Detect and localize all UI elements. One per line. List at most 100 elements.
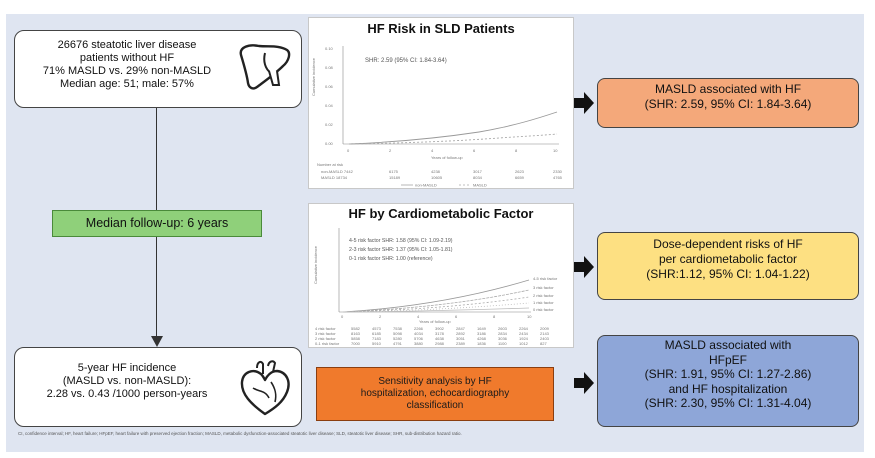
risk-cell: 1100 [498, 341, 507, 346]
risk-cell: 6659 [515, 175, 525, 180]
risk-table: 4 risk factor 5582 4573 7538 2266 3902 2847 164… [315, 326, 550, 346]
result-line: (SHR: 1.91, 95% CI: 1.27-2.86) [644, 367, 812, 381]
risk-cell: 1924 [519, 336, 529, 341]
risk-cell: 4034 [414, 331, 424, 336]
risk-cell: 4791 [393, 341, 403, 346]
risk-cell: 4765 [553, 175, 563, 180]
risk-cell: 1649 [477, 326, 487, 331]
result-line: MASLD associated with [664, 338, 792, 352]
shr-annotation: 0-1 risk factor SHR: 1.00 (reference) [349, 256, 433, 262]
y-axis-label: Cumulative incidence [311, 57, 316, 96]
risk-cell: 2389 [456, 341, 466, 346]
result-hfpef-box: MASLD associated with HFpEF (SHR: 1.91, … [597, 335, 859, 427]
sensitivity-line: Sensitivity analysis by HF [378, 376, 492, 387]
risk-row-label: MASLD 18734 [321, 175, 348, 180]
risk-cell: 3051 [456, 336, 466, 341]
x-tick-label: 2 [379, 314, 382, 319]
sensitivity-analysis-box: Sensitivity analysis by HF hospitalizati… [316, 367, 554, 421]
y-tick-label: 0.08 [325, 65, 334, 70]
risk-cell: 2623 [515, 169, 525, 174]
y-tick-label: 0.10 [325, 46, 334, 51]
result-dose-dependent-box: Dose-dependent risks of HF per cardiomet… [597, 232, 859, 300]
risk-cell: 3186 [477, 331, 487, 336]
result-line: MASLD associated with HF [654, 82, 802, 96]
risk-cell: 2009 [540, 326, 550, 331]
risk-cell: 2403 [540, 336, 550, 341]
risk-curve-0 [342, 307, 530, 313]
risk-cell: 2834 [498, 331, 508, 336]
risk-cell: 7538 [393, 326, 403, 331]
risk-cell: 2266 [414, 326, 424, 331]
x-tick-label: 0 [341, 314, 344, 319]
risk-cell: 8034 [473, 175, 483, 180]
y-tick-label: 0.02 [325, 122, 334, 127]
followup-box: Median follow-up: 6 years [52, 210, 262, 237]
risk-cell: 3902 [435, 326, 445, 331]
hf-risk-plot: Cumulative incidence 0.10 0.08 0.06 0.04… [311, 46, 563, 188]
result-line: (SHR: 2.59, 95% CI: 1.84-3.64) [644, 97, 812, 111]
risk-curve-2 [342, 296, 530, 313]
risk-cell: 8163 [351, 331, 361, 336]
footnote: CI, confidence interval; HF, heart failu… [18, 431, 462, 436]
risk-cell: 2264 [519, 326, 529, 331]
hf-risk-chart: HF Risk in SLD Patients Cumulative incid… [308, 17, 574, 189]
x-tick-labels: 0 2 4 6 8 10 [341, 314, 532, 319]
cohort-box: 26676 steatotic liver disease patients w… [14, 30, 302, 108]
x-tick-label: 6 [455, 314, 458, 319]
x-axis-label: Years of follow-up [419, 319, 451, 324]
result-masld-hf-box: MASLD associated with HF (SHR: 2.59, 95%… [597, 78, 859, 128]
risk-cell: 3178 [435, 331, 445, 336]
risk-cell: 5706 [414, 336, 424, 341]
legend-label: non-MASLD [415, 183, 437, 188]
risk-cell: 2603 [498, 326, 508, 331]
y-tick-label: 0.04 [325, 103, 334, 108]
x-axis-label: Years of follow-up [431, 155, 463, 160]
risk-cell: 3036 [498, 336, 508, 341]
y-tick-label: 0.00 [325, 141, 334, 146]
risk-table-header: Number at risk [317, 162, 343, 167]
x-tick-label: 10 [553, 148, 558, 153]
masld-curve [348, 111, 558, 145]
risk-cell: 15189 [389, 175, 401, 180]
result-arrow [574, 372, 594, 394]
series-label: 4-5 risk factor [533, 276, 558, 281]
risk-cell: 4638 [435, 336, 445, 341]
cardiometabolic-plot: Cumulative incidence 4-5 risk factor SHR… [313, 228, 558, 346]
risk-cell: 4268 [477, 336, 487, 341]
risk-cell: 2847 [456, 326, 466, 331]
risk-row-label: non-MASLD 7442 [321, 169, 354, 174]
result-arrow [574, 92, 594, 114]
risk-curve-4-5 [342, 279, 530, 313]
x-tick-labels: 0 2 4 6 8 10 [347, 148, 558, 153]
cohort-line: patients without HF [79, 52, 175, 64]
series-label: 3 risk factor [533, 285, 554, 290]
risk-table: non-MASLD 7442 6175 4238 3017 2623 2330 … [321, 169, 563, 180]
risk-row-label: 0-1 risk factor [315, 341, 340, 346]
incidence-box: 5-year HF incidence (MASLD vs. non-MASLD… [14, 347, 302, 427]
chart-legend: non-MASLD MASLD [401, 183, 487, 188]
series-label: 2 risk factor [533, 293, 554, 298]
cardiometabolic-chart: HF by Cardiometabolic Factor Cumulative … [308, 203, 574, 348]
risk-row-label: 3 risk factor [315, 331, 336, 336]
result-line: (SHR:1.12, 95% CI: 1.04-1.22) [646, 267, 810, 281]
risk-cell: 7000 [351, 341, 361, 346]
y-tick-label: 0.06 [325, 84, 334, 89]
risk-cell: 6185 [372, 331, 382, 336]
flow-connector-top [156, 108, 157, 210]
risk-cell: 5910 [372, 341, 382, 346]
shr-annotation: SHR: 2.59 (95% CI: 1.84-3.64) [365, 58, 447, 64]
risk-cell: 5582 [351, 326, 361, 331]
risk-cell: 2434 [519, 331, 529, 336]
risk-cell: 5098 [393, 331, 403, 336]
risk-cell: 3017 [473, 169, 483, 174]
x-tick-label: 4 [431, 148, 434, 153]
risk-cell: 1836 [477, 341, 487, 346]
x-tick-label: 10 [527, 314, 532, 319]
x-tick-label: 6 [473, 148, 476, 153]
incidence-line: 5-year HF incidence [77, 362, 177, 374]
cohort-line: Median age: 51; male: 57% [60, 78, 194, 90]
cohort-line: 26676 steatotic liver disease [57, 39, 197, 51]
y-axis-label: Cumulative incidence [313, 245, 318, 284]
x-tick-label: 8 [493, 314, 496, 319]
flow-connector-bottom [156, 237, 157, 337]
